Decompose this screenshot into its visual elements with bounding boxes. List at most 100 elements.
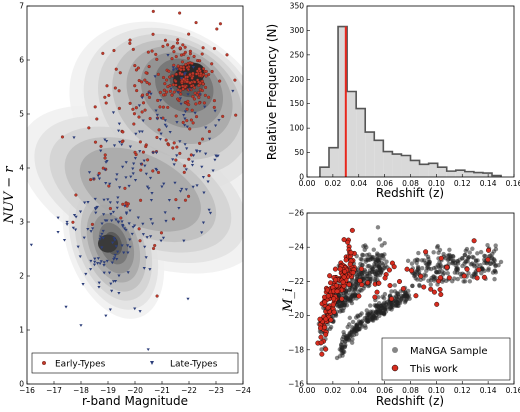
late-type-point [100, 246, 104, 250]
late-type-point [140, 130, 144, 134]
late-type-point [56, 216, 60, 220]
this-work-point [331, 296, 337, 302]
early-type-point [136, 66, 140, 70]
late-type-point [159, 132, 163, 136]
histogram-x-tick-label: 0.00 [299, 179, 316, 188]
redshift-magnitude-x-tick-label: 0.00 [299, 386, 316, 395]
histogram-bar [374, 140, 384, 177]
early-type-point [144, 71, 148, 75]
color-magnitude-y-tick-label: 1 [19, 326, 24, 335]
legend-label-this-work: This work [409, 364, 458, 375]
this-work-point [325, 305, 331, 311]
early-type-point [185, 107, 189, 111]
late-type-point [120, 244, 124, 248]
manga-sample-point [468, 262, 474, 267]
late-type-point [137, 104, 141, 108]
early-type-point [172, 90, 176, 94]
late-type-point [185, 147, 189, 151]
legend-marker-late-types [150, 361, 154, 365]
late-type-point [138, 150, 142, 153]
histogram-y-tick-label: 0 [299, 173, 304, 182]
early-type-point [147, 82, 151, 86]
manga-sample-point [420, 266, 425, 271]
manga-sample-point [485, 242, 490, 248]
manga-sample-point [377, 272, 383, 278]
early-type-point [95, 117, 99, 121]
this-work-point [327, 273, 333, 279]
manga-sample-point [380, 253, 386, 259]
late-type-point [124, 211, 129, 215]
early-type-point [188, 73, 192, 77]
this-work-point [446, 275, 452, 281]
early-type-point [147, 95, 152, 99]
early-type-point [93, 140, 98, 144]
late-type-point [211, 169, 215, 173]
early-type-point [174, 83, 178, 87]
late-type-point [128, 209, 132, 213]
early-type-point [90, 222, 94, 226]
this-work-point [356, 293, 362, 299]
late-type-point [183, 110, 188, 114]
histogram-x-tick-label: 0.08 [402, 179, 419, 188]
early-type-point [89, 178, 93, 182]
early-type-point [171, 74, 175, 78]
early-type-point [168, 89, 172, 93]
late-type-point [129, 175, 133, 179]
early-type-point [197, 67, 201, 71]
redshift-magnitude-x-label: Redshift (z) [376, 394, 444, 408]
late-type-point [71, 226, 75, 230]
manga-sample-point [380, 302, 386, 307]
color-magnitude-y-tick-label: 7 [19, 2, 24, 11]
early-type-point [123, 186, 127, 190]
this-work-point [365, 280, 371, 286]
early-type-point [198, 59, 202, 63]
early-type-point [150, 49, 154, 53]
late-type-point [127, 222, 131, 226]
this-work-point [342, 269, 348, 275]
manga-sample-point [347, 315, 352, 321]
color-magnitude-y-tick-label: 4 [19, 164, 24, 173]
early-type-point [183, 45, 187, 49]
late-type-point [126, 251, 130, 255]
early-type-point [248, 204, 251, 207]
late-type-point [198, 93, 202, 96]
manga-sample-point [359, 311, 364, 316]
late-type-point [93, 257, 97, 261]
manga-sample-point [362, 247, 367, 253]
late-type-point [166, 54, 170, 57]
manga-sample-point [427, 259, 432, 265]
early-type-point [188, 127, 192, 131]
manga-sample-point [463, 248, 469, 254]
late-type-point [132, 224, 137, 228]
late-type-point [149, 218, 153, 221]
late-type-point [118, 186, 122, 189]
manga-sample-point [493, 247, 499, 252]
manga-sample-point [488, 261, 494, 266]
late-type-point [204, 152, 208, 156]
early-type-point [172, 141, 176, 145]
this-work-point [350, 270, 356, 276]
early-type-point [140, 80, 144, 84]
late-type-point [145, 185, 150, 189]
early-type-point [154, 52, 158, 56]
late-type-point [115, 201, 120, 205]
late-type-point [117, 129, 121, 133]
manga-sample-point [343, 342, 348, 348]
this-work-point [471, 238, 477, 244]
late-type-point [122, 227, 127, 231]
legend-box [31, 352, 239, 374]
early-type-point [181, 87, 185, 91]
early-type-point [200, 52, 204, 56]
early-type-point [147, 65, 151, 69]
manga-sample-point [345, 334, 350, 340]
this-work-point [464, 266, 470, 272]
late-type-point [191, 154, 196, 158]
early-type-point [99, 144, 103, 148]
redshift-magnitude-y-tick-label: −22 [288, 277, 304, 286]
color-magnitude-x-tick-label: −19 [100, 386, 116, 395]
late-type-point [141, 233, 145, 236]
manga-sample-point [349, 300, 355, 306]
late-type-point [111, 241, 115, 245]
late-type-point [64, 305, 68, 309]
early-type-point [153, 243, 157, 248]
